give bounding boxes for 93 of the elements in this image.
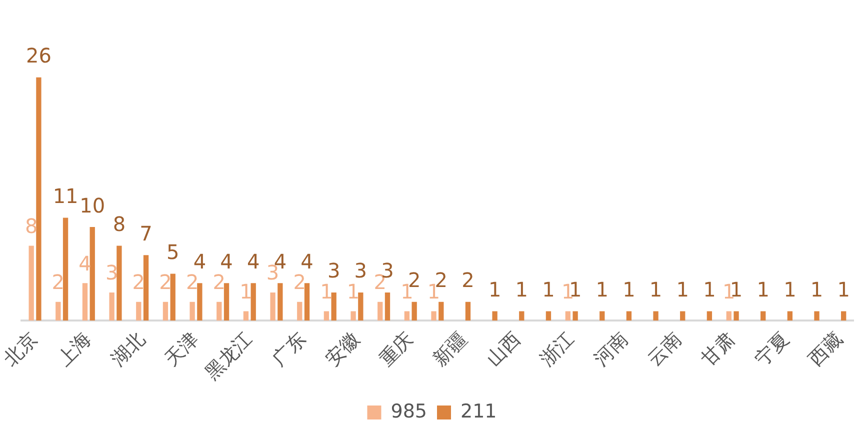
data-label: 1 [596,277,608,302]
bar [250,283,256,321]
bar [600,311,605,321]
data-label: 1 [810,277,824,302]
bar [350,311,356,321]
bar [190,302,195,321]
x-tick-label: 上海 [53,328,96,371]
bar [438,302,444,321]
bar [465,302,471,321]
bar [431,311,436,321]
bar [378,302,383,321]
data-label: 1 [542,277,555,302]
x-tick-label: 山西 [482,328,525,371]
bar [626,311,632,321]
x-tick-label: 宁夏 [750,328,794,371]
bar [216,302,222,321]
data-label: 8 [112,212,126,236]
bar [546,311,552,321]
data-label: 2 [462,268,474,292]
data-label: 1 [703,277,716,302]
bar [224,283,230,321]
x-tick-label: 黑龙江 [200,328,257,384]
bar [243,311,249,321]
bar [116,246,122,321]
bar [734,311,739,321]
data-label: 2 [52,270,65,294]
bar [384,292,390,321]
bar [304,283,310,321]
data-label: 26 [26,44,52,68]
data-label: 2 [132,270,146,294]
bar [36,77,42,321]
legend-label: 211 [460,400,497,422]
bar [565,311,571,321]
bar [297,302,302,321]
data-label: 2 [408,268,421,292]
data-label: 1 [488,277,502,302]
x-tick-label: 浙江 [536,328,579,371]
data-label: 1 [240,279,252,304]
bar [519,311,524,321]
bar [109,292,114,321]
bar [331,292,336,321]
bar [143,255,149,321]
bar [324,311,330,321]
data-label: 2 [434,268,448,292]
x-tick-label: 天津 [160,328,204,371]
bar [706,311,712,321]
x-tick-label: 安徽 [322,328,364,371]
data-label: 10 [80,193,106,218]
x-tick-label: 北京 [0,328,42,371]
bar [814,311,820,321]
bar [492,311,498,321]
bar [404,311,410,321]
bar [787,311,793,321]
bar [170,274,176,321]
data-label: 1 [515,277,528,302]
bar [760,311,766,321]
x-tick-label: 重庆 [375,328,418,371]
x-tick-label: 甘肃 [697,328,740,371]
data-label: 1 [622,277,636,302]
bar [680,311,686,321]
x-tick-label: 云南 [644,328,686,371]
bar [653,311,658,321]
bar [412,302,417,321]
bar [572,311,578,321]
bar [197,283,202,321]
data-label: 1 [837,277,850,302]
bar [270,292,276,321]
data-label: 2 [159,270,172,294]
x-tick-label: 新疆 [428,328,472,371]
bar [162,302,168,321]
bar [278,283,283,321]
bar [726,311,732,321]
x-tick-label: 河南 [590,328,632,371]
bar [56,302,61,321]
bar [82,283,88,321]
x-tick-label: 湖北 [106,328,150,371]
x-tick-label: 广东 [268,328,310,371]
legend-label: 985 [390,400,427,422]
data-label: 1 [784,277,796,302]
bar [90,227,95,321]
bar [28,246,34,321]
data-label: 1 [756,277,770,302]
data-label: 1 [649,277,662,302]
data-label: 4 [246,249,260,274]
data-label: 7 [140,221,152,246]
bar [841,311,846,321]
data-label: 5 [166,240,180,264]
bar [136,302,142,321]
data-label: 1 [676,277,689,302]
bar [358,292,364,321]
data-label: 11 [52,184,78,208]
x-tick-label: 西藏 [804,328,847,371]
bar [62,218,68,321]
